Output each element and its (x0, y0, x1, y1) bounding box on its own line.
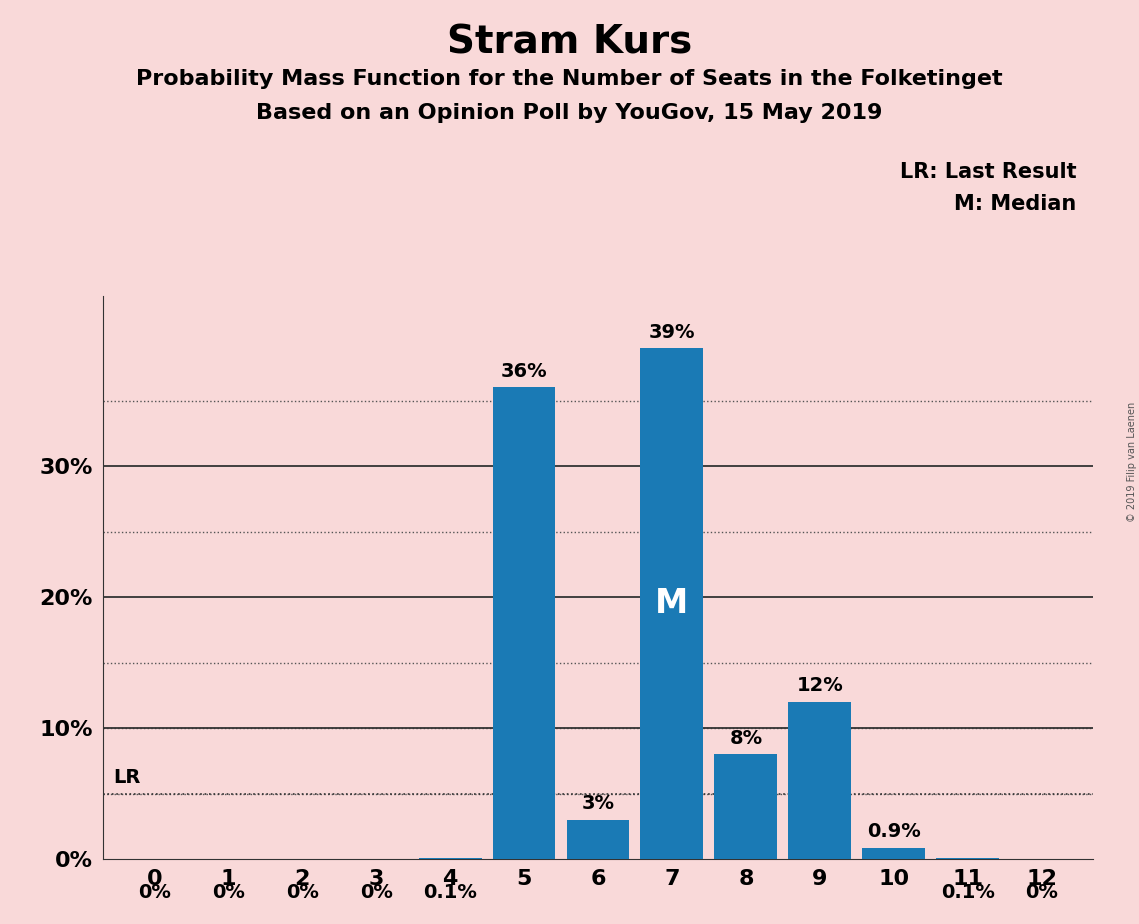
Text: LR: Last Result: LR: Last Result (900, 162, 1076, 182)
Text: M: Median: M: Median (954, 194, 1076, 214)
Text: 3%: 3% (582, 795, 614, 813)
Bar (862, 847, 925, 859)
Bar (492, 387, 556, 859)
Text: 0.1%: 0.1% (423, 883, 477, 902)
Text: Stram Kurs: Stram Kurs (446, 23, 693, 61)
Bar (566, 820, 630, 859)
Bar (788, 702, 851, 859)
Bar (936, 858, 999, 859)
Text: 39%: 39% (649, 322, 695, 342)
Text: Probability Mass Function for the Number of Seats in the Folketinget: Probability Mass Function for the Number… (137, 69, 1002, 90)
Bar (419, 858, 482, 859)
Bar (714, 755, 777, 859)
Text: 12%: 12% (796, 676, 843, 696)
Text: 0%: 0% (212, 883, 245, 902)
Text: © 2019 Filip van Laenen: © 2019 Filip van Laenen (1126, 402, 1137, 522)
Text: 0%: 0% (286, 883, 319, 902)
Text: LR: LR (114, 768, 141, 787)
Text: 36%: 36% (501, 362, 548, 381)
Text: 0.9%: 0.9% (867, 822, 920, 841)
Bar (640, 348, 704, 859)
Text: 0%: 0% (138, 883, 171, 902)
Text: Based on an Opinion Poll by YouGov, 15 May 2019: Based on an Opinion Poll by YouGov, 15 M… (256, 103, 883, 124)
Text: 0%: 0% (1025, 883, 1058, 902)
Text: M: M (655, 588, 689, 620)
Text: 0%: 0% (360, 883, 393, 902)
Text: 0.1%: 0.1% (941, 883, 994, 902)
Text: 8%: 8% (729, 729, 762, 748)
